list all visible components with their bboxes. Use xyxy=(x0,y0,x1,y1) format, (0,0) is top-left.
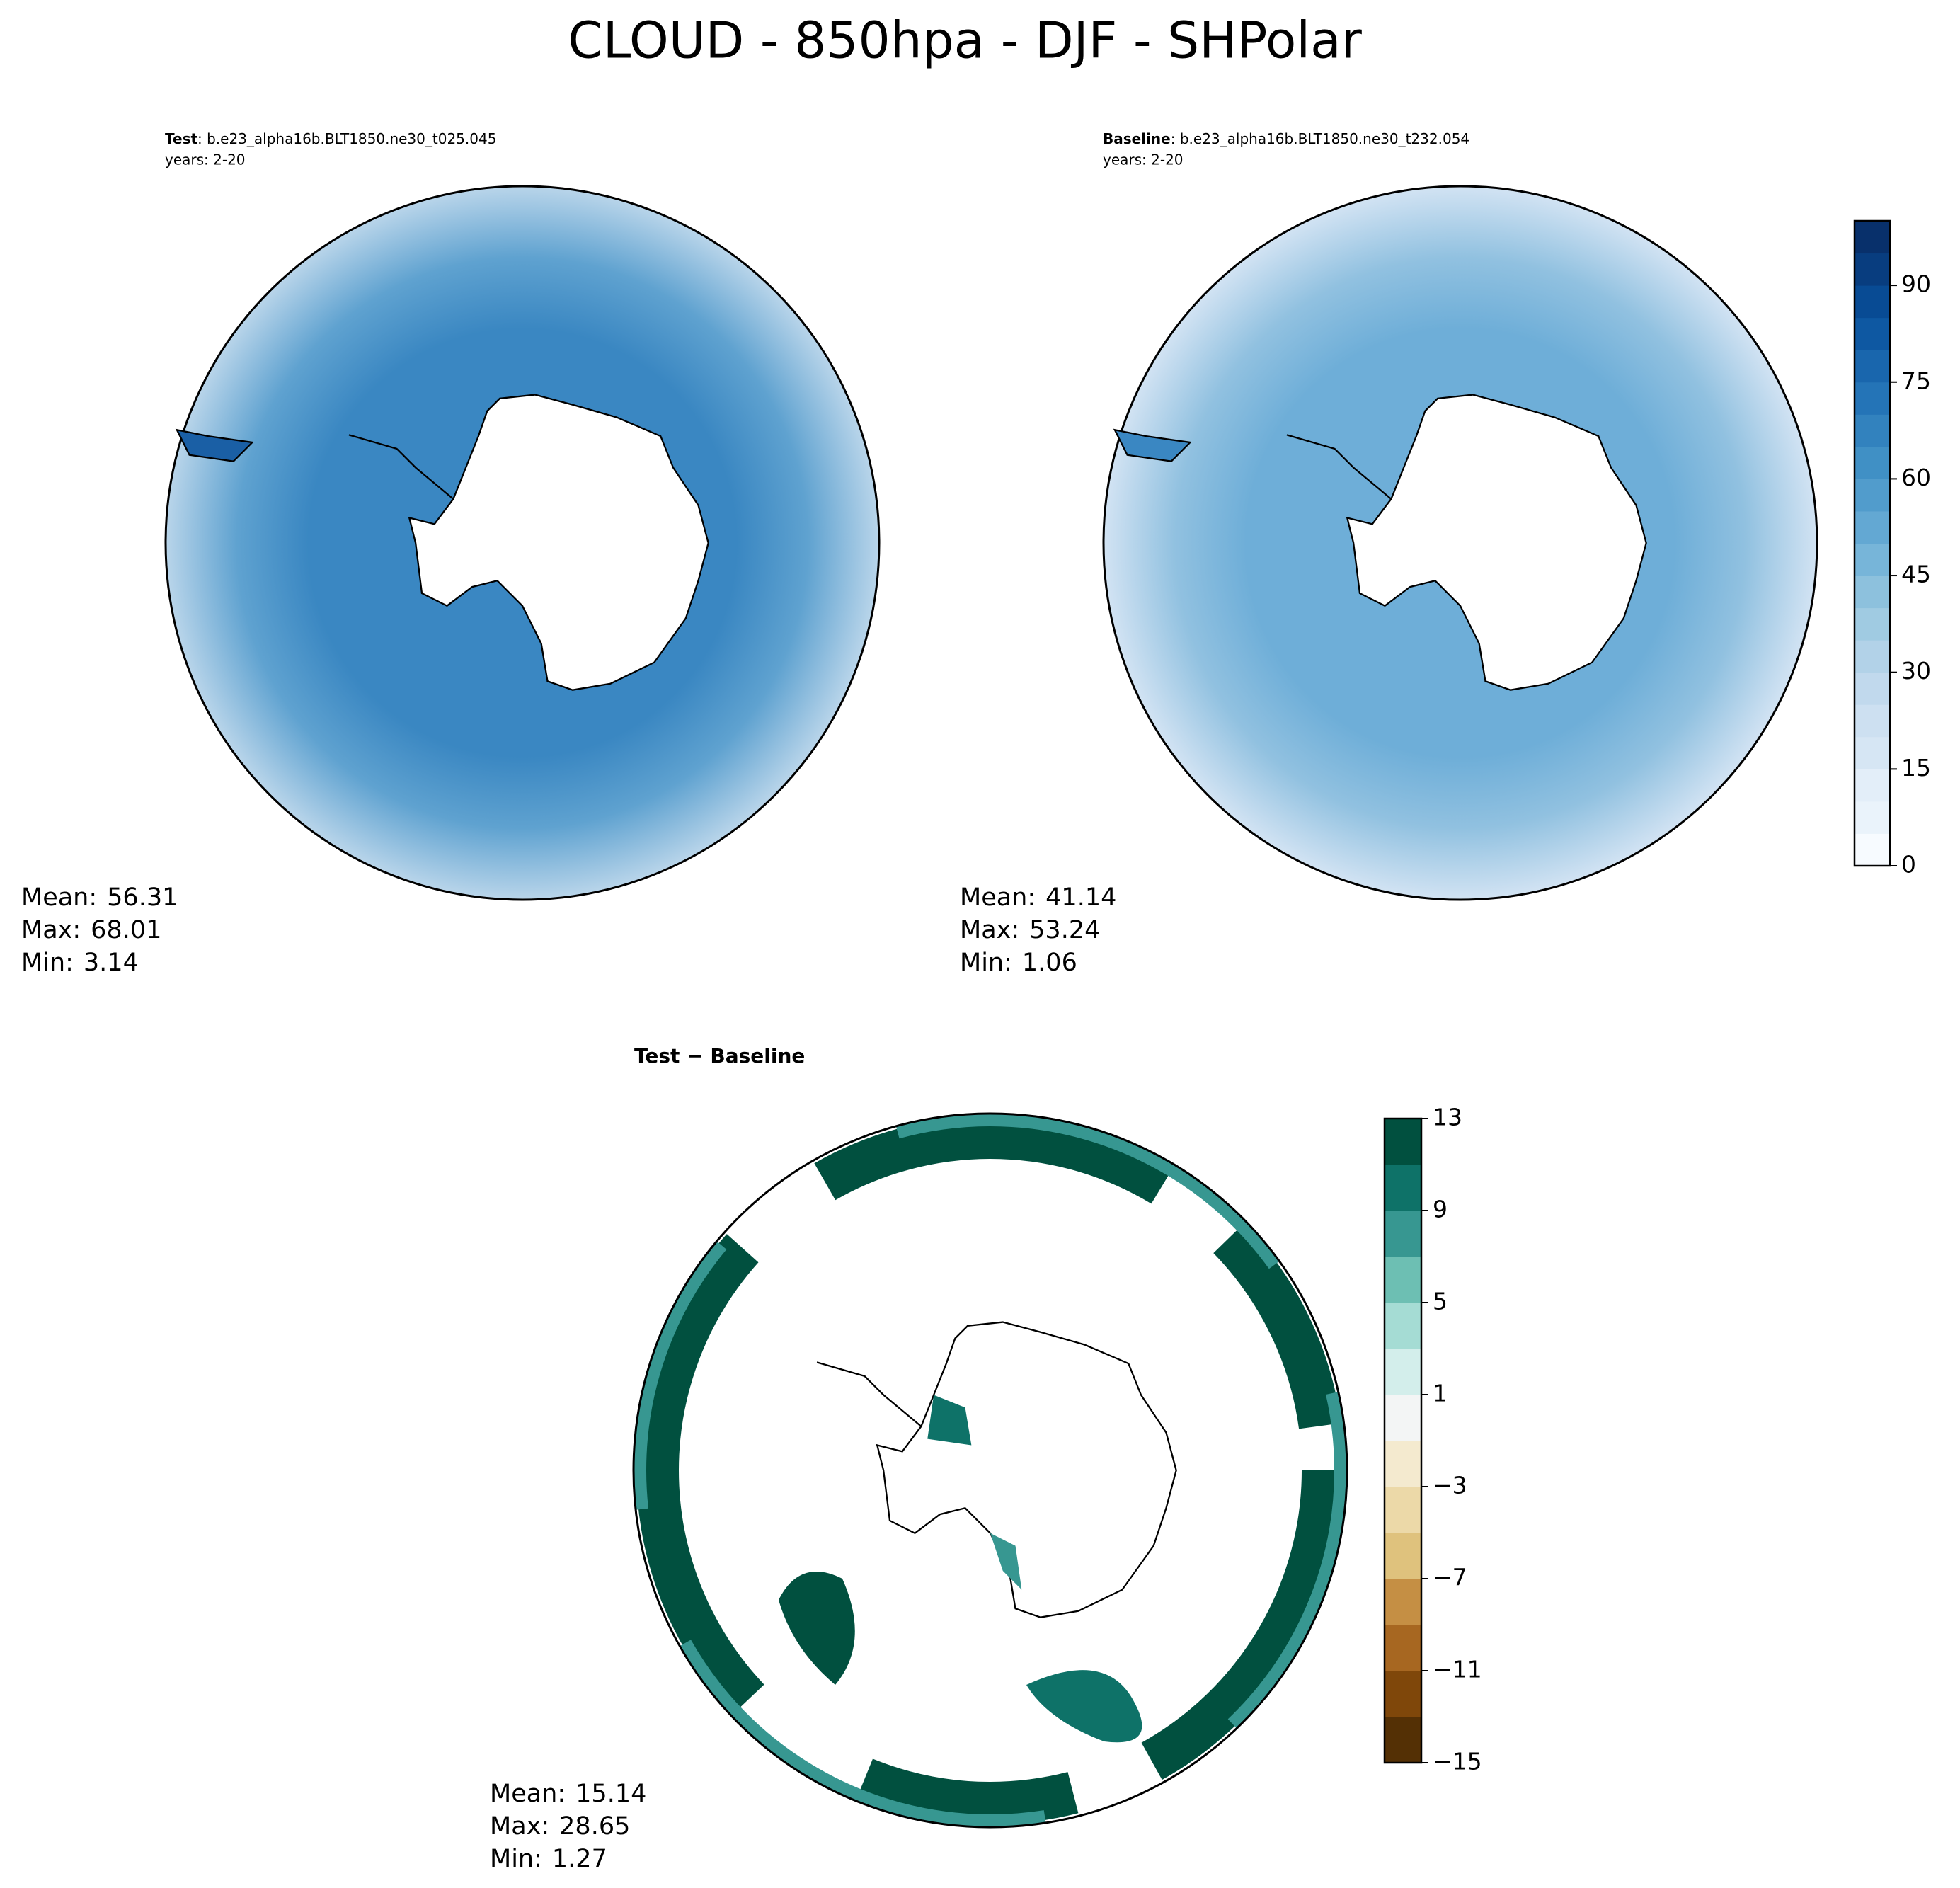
colorbar-band xyxy=(1385,1671,1421,1717)
colorbar-tick-label: 13 xyxy=(1433,1104,1462,1131)
colorbar-band xyxy=(1855,543,1890,576)
colorbar-band xyxy=(1385,1165,1421,1211)
colorbar-tick-label: 0 xyxy=(1901,851,1916,879)
colorbar-band xyxy=(1855,414,1890,447)
stat: Max: 28.65 xyxy=(490,1812,630,1841)
colorbar-band xyxy=(1385,1349,1421,1395)
stat-value: 28.65 xyxy=(559,1812,630,1841)
colorbar-tick-label: 90 xyxy=(1901,270,1931,298)
stat-value: 1.06 xyxy=(1022,949,1077,977)
colorbar-band xyxy=(1855,285,1890,319)
colorbar-tick-label: −3 xyxy=(1433,1472,1467,1499)
stat-label: Mean: xyxy=(21,883,97,912)
colorbar-tick-label: 9 xyxy=(1433,1196,1448,1223)
colorbar-band xyxy=(1385,1579,1421,1625)
colorbar-band xyxy=(1855,350,1890,383)
stat-label: Min: xyxy=(21,949,74,977)
colorbar-band xyxy=(1385,1717,1421,1763)
colorbar-tick-label: 75 xyxy=(1901,367,1931,394)
stat-value: 41.14 xyxy=(1045,883,1116,912)
colorbar-band xyxy=(1385,1119,1421,1165)
stat: Max: 53.24 xyxy=(960,916,1100,944)
stat-value: 56.31 xyxy=(107,883,178,912)
colorbar-tick-label: −11 xyxy=(1433,1656,1482,1683)
figure-title: CLOUD - 850hpa - DJF - SHPolar xyxy=(568,11,1362,70)
map xyxy=(1102,185,1818,901)
panel-label: Baseline: b.e23_alpha16b.BLT1850.ne30_t2… xyxy=(1103,130,1469,147)
panel-label: Test − Baseline xyxy=(634,1044,805,1068)
colorbar-tick-label: 5 xyxy=(1433,1288,1448,1315)
stat-label: Mean: xyxy=(490,1780,566,1808)
colorbar-band xyxy=(1855,704,1890,738)
years: years: 2-20 xyxy=(1103,151,1184,168)
label-rest: : b.e23_alpha16b.BLT1850.ne30_t025.045 xyxy=(197,130,496,147)
stat-label: Max: xyxy=(490,1812,549,1841)
stat: Mean: 41.14 xyxy=(960,883,1116,912)
colorbar-band xyxy=(1385,1487,1421,1533)
stat-label: Mean: xyxy=(960,883,1036,912)
stat: Mean: 56.31 xyxy=(21,883,178,912)
colorbar-band xyxy=(1855,640,1890,673)
colorbar-band xyxy=(1855,672,1890,705)
label-bold: Baseline xyxy=(1103,130,1171,147)
colorbar-band xyxy=(1385,1211,1421,1257)
stat-label: Min: xyxy=(960,949,1012,977)
colorbar-tick-label: 60 xyxy=(1901,464,1931,491)
colorbar-tick-label: 1 xyxy=(1433,1380,1448,1407)
map xyxy=(164,185,881,901)
colorbar-frame xyxy=(1383,1117,1423,1764)
colorbar-band xyxy=(1855,479,1890,512)
colorbar-band xyxy=(1385,1441,1421,1487)
colorbar-band xyxy=(1385,1303,1421,1349)
stat-value: 53.24 xyxy=(1029,916,1100,944)
stat: Min: 3.14 xyxy=(21,949,139,977)
stat-label: Min: xyxy=(490,1845,542,1873)
map xyxy=(632,1112,1348,1829)
stat: Mean: 15.14 xyxy=(490,1780,646,1808)
colorbar-band xyxy=(1385,1395,1421,1441)
panel-label: Test: b.e23_alpha16b.BLT1850.ne30_t025.0… xyxy=(165,130,496,147)
colorbar-tick-label: 15 xyxy=(1901,754,1931,782)
stat-value: 15.14 xyxy=(575,1780,646,1808)
stat-label: Max: xyxy=(960,916,1019,944)
colorbar-band xyxy=(1855,576,1890,609)
colorbar-band xyxy=(1855,382,1890,415)
colorbar-band xyxy=(1855,221,1890,254)
colorbar-band xyxy=(1855,736,1890,769)
colorbar-band xyxy=(1385,1533,1421,1579)
label-rest: : b.e23_alpha16b.BLT1850.ne30_t232.054 xyxy=(1171,130,1469,147)
label-bold: Test xyxy=(165,130,197,147)
stat-value: 68.01 xyxy=(91,916,161,944)
colorbar-band xyxy=(1855,769,1890,802)
colorbar-band xyxy=(1855,446,1890,479)
stat-value: 1.27 xyxy=(552,1845,607,1873)
colorbar-tick-label: 45 xyxy=(1901,561,1931,588)
colorbar-band xyxy=(1855,801,1890,834)
colorbar-band xyxy=(1855,253,1890,286)
stat: Min: 1.06 xyxy=(960,949,1077,977)
colorbar-band xyxy=(1855,317,1890,350)
years: years: 2-20 xyxy=(165,151,246,168)
stat-value: 3.14 xyxy=(84,949,139,977)
colorbar-tick-label: −15 xyxy=(1433,1748,1482,1775)
colorbar-band xyxy=(1385,1257,1421,1303)
colorbar-band xyxy=(1855,510,1890,544)
colorbar-band xyxy=(1385,1625,1421,1671)
colorbar-band xyxy=(1855,833,1890,866)
colorbar-tick-label: −7 xyxy=(1433,1564,1467,1591)
colorbar-band xyxy=(1855,607,1890,641)
stat: Min: 1.27 xyxy=(490,1845,607,1873)
stat: Max: 68.01 xyxy=(21,916,161,944)
colorbar-frame xyxy=(1853,219,1891,867)
stat-label: Max: xyxy=(21,916,81,944)
colorbar-tick-label: 30 xyxy=(1901,657,1931,685)
